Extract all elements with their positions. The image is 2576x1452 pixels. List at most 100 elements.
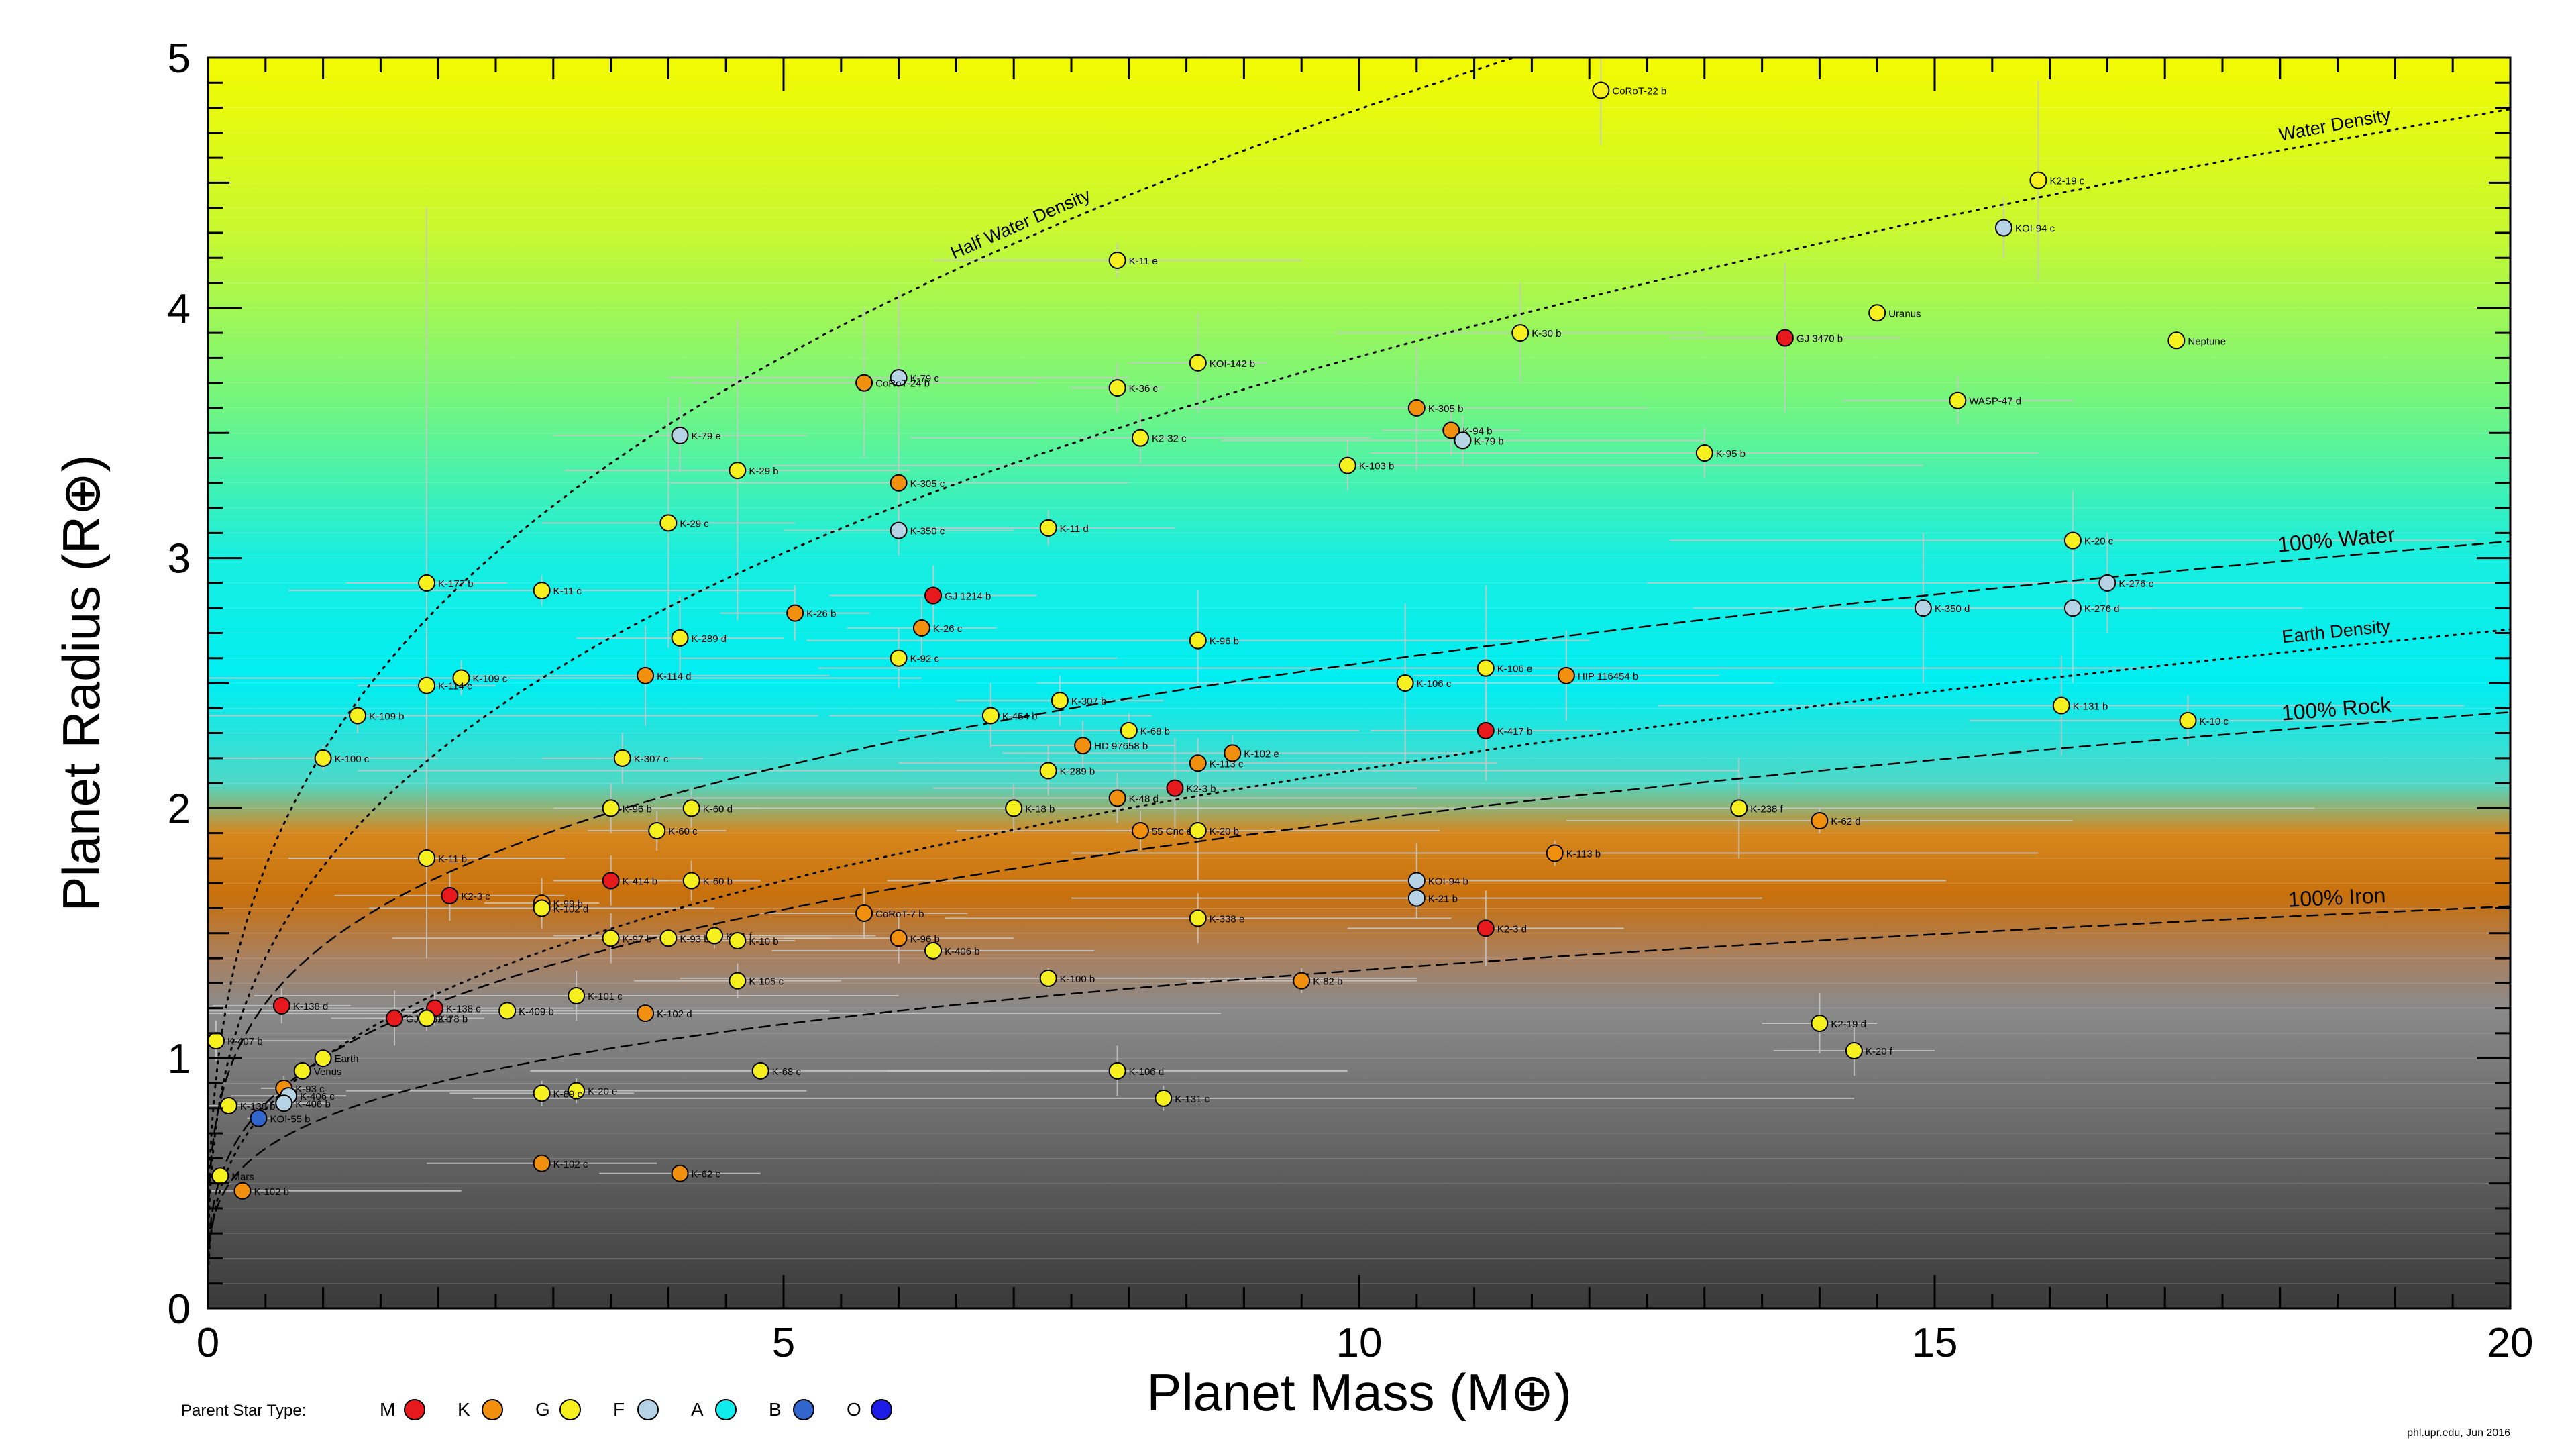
- planet-label: K-102 c: [553, 1159, 588, 1170]
- planet-label: K-289 b: [1060, 766, 1095, 777]
- x-tick-label: 10: [1336, 1320, 1383, 1366]
- curve-path: [208, 905, 2510, 1281]
- planet-label: K2-3 c: [461, 891, 490, 902]
- planet-marker: [568, 987, 586, 1004]
- legend-marker: [793, 1399, 814, 1420]
- legend-marker: [482, 1399, 503, 1420]
- planet-marker: [211, 1167, 229, 1185]
- planet-marker: [729, 462, 747, 480]
- planet-label: KOI-94 b: [1428, 876, 1468, 888]
- planet-label: K-36 c: [1129, 383, 1159, 395]
- legend-label: G: [535, 1399, 550, 1420]
- planet-label: K-20 c: [2084, 536, 2114, 548]
- planet-label: K-18 b: [1025, 803, 1055, 815]
- credit-text: phl.upr.edu, Jun 2016: [2407, 1427, 2510, 1439]
- star-type-legend: Parent Star Type: M K G F A B O: [181, 1399, 892, 1420]
- planet-marker: [418, 1009, 436, 1027]
- planet-marker: [1442, 421, 1460, 439]
- planet-marker: [1477, 919, 1495, 937]
- planet-marker: [659, 514, 678, 532]
- curve-path: [208, 108, 2510, 1275]
- planet-marker: [1454, 431, 1472, 450]
- planet-marker: [2029, 171, 2047, 189]
- planet-label: K-276 c: [2118, 578, 2153, 590]
- x-tick-label: 20: [2487, 1320, 2534, 1366]
- planet-label: K2-19 c: [2049, 176, 2084, 187]
- planet-marker: [602, 872, 620, 890]
- planet-marker: [1730, 799, 1748, 817]
- planet-marker: [1407, 872, 1426, 890]
- planet-marker: [2063, 599, 2082, 617]
- planet-label: K-10 c: [2200, 716, 2229, 727]
- planet-label: K-89 c: [553, 1088, 583, 1100]
- planet-label: K-276 d: [2084, 603, 2120, 615]
- planet-label: 55 Cnc e: [1152, 826, 1192, 837]
- curve-path: [208, 711, 2510, 1282]
- planet-marker: [1338, 456, 1356, 474]
- planet-label: K-95 b: [1716, 448, 1746, 460]
- planet-label: K-289 d: [692, 633, 727, 645]
- legend-marker: [404, 1399, 425, 1420]
- planet-marker: [1131, 821, 1149, 839]
- planet-marker: [890, 929, 908, 947]
- planet-label: K-21 b: [1428, 894, 1458, 905]
- planet-label: K-100 b: [1060, 974, 1095, 985]
- planet-label: K-62 c: [692, 1169, 721, 1180]
- planet-marker: [418, 849, 436, 867]
- planet-marker: [890, 369, 908, 387]
- planet-label: K-409 b: [519, 1006, 554, 1017]
- planet-label: CoRoT-7 b: [875, 909, 924, 920]
- planet-marker: [1189, 631, 1207, 650]
- curve-path: [208, 58, 1517, 1265]
- planet-label: K-10 b: [749, 936, 778, 947]
- legend-title: Parent Star Type:: [181, 1402, 306, 1420]
- planet-label: GJ 1214 b: [945, 591, 991, 603]
- planet-label: K-68 b: [1140, 726, 1170, 737]
- planet-marker: [1005, 799, 1023, 817]
- planet-label: K-106 d: [1129, 1066, 1165, 1078]
- planet-label: K-102 d: [553, 904, 589, 915]
- planet-marker: [1189, 754, 1207, 772]
- planet-marker: [533, 1154, 551, 1172]
- planet-marker: [682, 799, 700, 817]
- planet-label: K-406 c: [300, 1091, 335, 1102]
- x-axis-label: Planet Mass (M⊕): [1146, 1363, 1571, 1422]
- planet-label: K-62 d: [1831, 816, 1860, 827]
- planet-label: K-138 b: [240, 1101, 276, 1112]
- planet-marker: [1108, 251, 1126, 269]
- planet-marker: [729, 931, 747, 949]
- planet-marker: [2052, 696, 2070, 715]
- planet-marker: [1546, 844, 1564, 862]
- planet-label: Uranus: [1888, 308, 1921, 319]
- planet-label: K-60 d: [703, 803, 733, 815]
- planet-label: K-350 d: [1935, 603, 1970, 615]
- y-axis-label: Planet Radius (R⊕): [52, 455, 111, 912]
- planet-label: WASP-47 d: [1969, 396, 2021, 407]
- planet-marker: [1189, 354, 1207, 372]
- planet-marker: [533, 582, 551, 600]
- planet-label: Mars: [231, 1171, 254, 1182]
- legend-label: K: [458, 1399, 470, 1420]
- y-tick-label: 4: [168, 286, 191, 332]
- planet-marker: [855, 374, 873, 392]
- planet-label: K-82 b: [1313, 976, 1342, 988]
- planet-label: K-131 b: [2073, 701, 2108, 713]
- planet-label: K-305 b: [1428, 403, 1464, 415]
- planet-marker: [912, 619, 930, 637]
- y-tick-label: 2: [168, 786, 191, 832]
- legend-marker: [871, 1399, 892, 1420]
- planet-marker: [1074, 737, 1092, 755]
- y-tick-label: 1: [168, 1036, 191, 1082]
- planet-label: KOI-142 b: [1210, 358, 1255, 370]
- planet-marker: [385, 1009, 403, 1027]
- planet-points: CoRoT-22 b K2-19 c KOI-94 c K-11 e Uranus K-3…: [207, 81, 2229, 1200]
- planet-marker: [1224, 744, 1242, 762]
- planet-marker: [1108, 379, 1126, 397]
- planet-label: K-307 b: [1071, 696, 1107, 707]
- planet-label: K-78 b: [438, 1014, 468, 1025]
- planet-marker: [1108, 789, 1126, 807]
- planet-marker: [533, 1084, 551, 1102]
- planet-label: K-106 c: [1417, 678, 1452, 690]
- planet-marker: [1868, 304, 1886, 322]
